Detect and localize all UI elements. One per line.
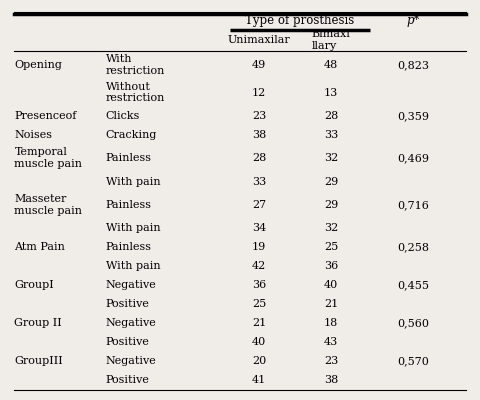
Text: 12: 12	[252, 88, 266, 98]
Text: Negative: Negative	[106, 318, 156, 328]
Text: Positive: Positive	[106, 376, 149, 386]
Text: 18: 18	[324, 318, 338, 328]
Text: Atm Pain: Atm Pain	[14, 242, 65, 252]
Text: Painless: Painless	[106, 153, 152, 163]
Text: 40: 40	[324, 280, 338, 290]
Text: Presenceof: Presenceof	[14, 111, 77, 121]
Text: 25: 25	[252, 299, 266, 309]
Text: Temporal
muscle pain: Temporal muscle pain	[14, 148, 83, 169]
Text: 23: 23	[252, 111, 266, 121]
Text: Masseter
muscle pain: Masseter muscle pain	[14, 194, 83, 216]
Text: Cracking: Cracking	[106, 130, 157, 140]
Text: GroupI: GroupI	[14, 280, 54, 290]
Text: Bimaxi
llary: Bimaxi llary	[312, 29, 350, 51]
Text: 28: 28	[252, 153, 266, 163]
Text: 21: 21	[324, 299, 338, 309]
Text: 36: 36	[324, 261, 338, 271]
Text: 0,560: 0,560	[397, 318, 429, 328]
Text: Clicks: Clicks	[106, 111, 140, 121]
Text: 28: 28	[324, 111, 338, 121]
Text: 21: 21	[252, 318, 266, 328]
Text: With pain: With pain	[106, 176, 160, 186]
Text: Opening: Opening	[14, 60, 62, 70]
Text: 0,469: 0,469	[397, 153, 429, 163]
Text: 0,823: 0,823	[397, 60, 429, 70]
Text: 0,359: 0,359	[397, 111, 429, 121]
Text: 33: 33	[324, 130, 338, 140]
Text: Painless: Painless	[106, 200, 152, 210]
Text: With pain: With pain	[106, 261, 160, 271]
Text: 0,455: 0,455	[397, 280, 429, 290]
Text: Positive: Positive	[106, 299, 149, 309]
Text: 43: 43	[324, 338, 338, 348]
Text: 48: 48	[324, 60, 338, 70]
Text: Negative: Negative	[106, 280, 156, 290]
Text: Unimaxilar: Unimaxilar	[228, 35, 290, 45]
Text: 42: 42	[252, 261, 266, 271]
Text: 38: 38	[324, 376, 338, 386]
Text: Group II: Group II	[14, 318, 62, 328]
Text: 29: 29	[324, 200, 338, 210]
Text: Without
restriction: Without restriction	[106, 82, 165, 103]
Text: 27: 27	[252, 200, 266, 210]
Text: 49: 49	[252, 60, 266, 70]
Text: p*: p*	[406, 14, 420, 27]
Text: 0,716: 0,716	[397, 200, 429, 210]
Text: Noises: Noises	[14, 130, 52, 140]
Text: With pain: With pain	[106, 223, 160, 233]
Text: 32: 32	[324, 153, 338, 163]
Text: 38: 38	[252, 130, 266, 140]
Text: 40: 40	[252, 338, 266, 348]
Text: 33: 33	[252, 176, 266, 186]
Text: Painless: Painless	[106, 242, 152, 252]
Text: 32: 32	[324, 223, 338, 233]
Text: 0,258: 0,258	[397, 242, 429, 252]
Text: Positive: Positive	[106, 338, 149, 348]
Text: 13: 13	[324, 88, 338, 98]
Text: 20: 20	[252, 356, 266, 366]
Text: 29: 29	[324, 176, 338, 186]
Text: 19: 19	[252, 242, 266, 252]
Text: 23: 23	[324, 356, 338, 366]
Text: 36: 36	[252, 280, 266, 290]
Text: Type of prosthesis: Type of prosthesis	[245, 14, 355, 27]
Text: 25: 25	[324, 242, 338, 252]
Text: Negative: Negative	[106, 356, 156, 366]
Text: GroupIII: GroupIII	[14, 356, 63, 366]
Text: 34: 34	[252, 223, 266, 233]
Text: 41: 41	[252, 376, 266, 386]
Text: 0,570: 0,570	[397, 356, 429, 366]
Text: With
restriction: With restriction	[106, 54, 165, 76]
